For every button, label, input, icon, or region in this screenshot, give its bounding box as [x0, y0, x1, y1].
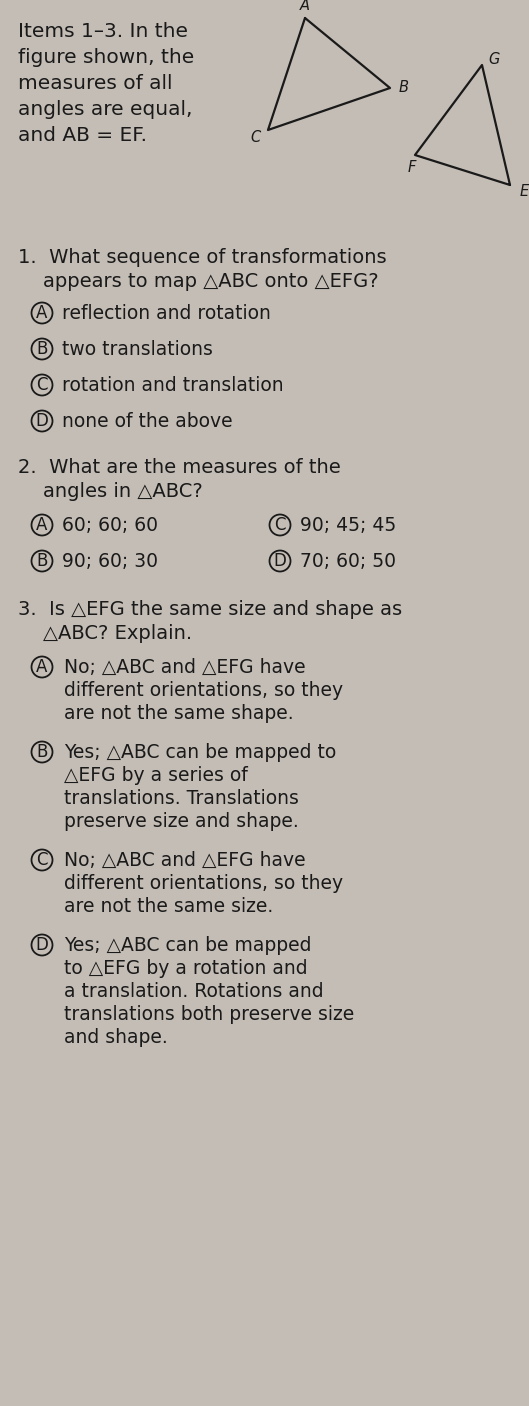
Text: preserve size and shape.: preserve size and shape. — [64, 813, 299, 831]
Text: translations. Translations: translations. Translations — [64, 789, 299, 808]
Text: F: F — [408, 160, 416, 176]
Text: angles are equal,: angles are equal, — [18, 100, 193, 120]
Text: Yes; △ABC can be mapped: Yes; △ABC can be mapped — [64, 936, 312, 955]
Text: to △EFG by a rotation and: to △EFG by a rotation and — [64, 959, 308, 979]
Text: and shape.: and shape. — [64, 1028, 168, 1047]
Text: different orientations, so they: different orientations, so they — [64, 875, 343, 893]
Text: G: G — [488, 52, 500, 67]
Text: translations both preserve size: translations both preserve size — [64, 1005, 354, 1024]
Text: B: B — [37, 742, 48, 761]
Text: B: B — [37, 340, 48, 359]
Text: No; △ABC and △EFG have: No; △ABC and △EFG have — [64, 851, 306, 870]
Text: B: B — [399, 80, 409, 96]
Text: C: C — [37, 851, 48, 869]
Text: are not the same shape.: are not the same shape. — [64, 704, 294, 723]
Text: C: C — [251, 131, 261, 145]
Text: E: E — [519, 184, 528, 198]
Text: are not the same size.: are not the same size. — [64, 897, 273, 915]
Text: C: C — [37, 375, 48, 394]
Text: Items 1–3. In the: Items 1–3. In the — [18, 22, 188, 41]
Text: 2.  What are the measures of the: 2. What are the measures of the — [18, 458, 341, 477]
Text: C: C — [274, 516, 286, 534]
Text: 60; 60; 60: 60; 60; 60 — [62, 516, 158, 536]
Text: No; △ABC and △EFG have: No; △ABC and △EFG have — [64, 658, 306, 678]
Text: 90; 60; 30: 90; 60; 30 — [62, 553, 158, 571]
Text: Yes; △ABC can be mapped to: Yes; △ABC can be mapped to — [64, 742, 336, 762]
Text: D: D — [35, 936, 49, 955]
Text: B: B — [37, 553, 48, 569]
Text: A: A — [37, 658, 48, 676]
Text: two translations: two translations — [62, 340, 213, 359]
Text: 3.  Is △EFG the same size and shape as: 3. Is △EFG the same size and shape as — [18, 600, 402, 619]
Text: rotation and translation: rotation and translation — [62, 375, 284, 395]
Text: △ABC? Explain.: △ABC? Explain. — [18, 624, 192, 643]
Text: appears to map △ABC onto △EFG?: appears to map △ABC onto △EFG? — [18, 271, 379, 291]
Text: A: A — [300, 0, 310, 14]
Text: angles in △ABC?: angles in △ABC? — [18, 482, 203, 501]
Text: 70; 60; 50: 70; 60; 50 — [300, 553, 396, 571]
Text: △EFG by a series of: △EFG by a series of — [64, 766, 248, 785]
Text: 1.  What sequence of transformations: 1. What sequence of transformations — [18, 247, 387, 267]
Text: a translation. Rotations and: a translation. Rotations and — [64, 981, 324, 1001]
Text: A: A — [37, 304, 48, 322]
Text: figure shown, the: figure shown, the — [18, 48, 194, 67]
Text: A: A — [37, 516, 48, 534]
Text: different orientations, so they: different orientations, so they — [64, 681, 343, 700]
Text: reflection and rotation: reflection and rotation — [62, 304, 271, 323]
Text: and AB = EF.: and AB = EF. — [18, 127, 147, 145]
Text: measures of all: measures of all — [18, 75, 172, 93]
Text: D: D — [273, 553, 286, 569]
Text: none of the above: none of the above — [62, 412, 233, 432]
Text: 90; 45; 45: 90; 45; 45 — [300, 516, 396, 536]
Text: D: D — [35, 412, 49, 430]
